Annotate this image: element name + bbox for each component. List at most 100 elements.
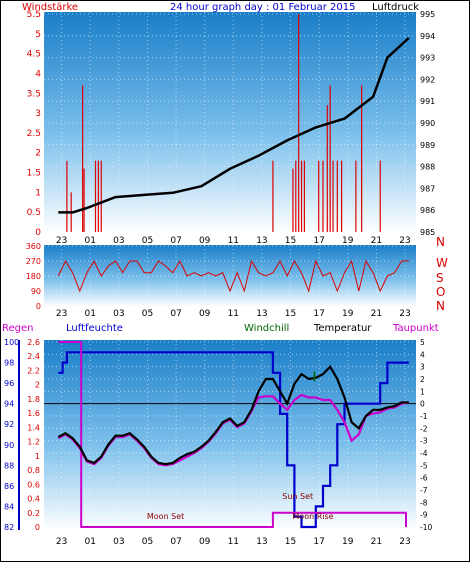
pressure-tick-label: 986 bbox=[420, 206, 435, 215]
rain-tick-label: 2 bbox=[35, 381, 40, 390]
x-tick-label: 07 bbox=[170, 309, 181, 319]
temperature-tick-label: 4 bbox=[420, 350, 425, 359]
x-tick-label: 11 bbox=[228, 236, 239, 246]
pressure-tick-label: 992 bbox=[420, 75, 435, 84]
x-tick-label: 23 bbox=[56, 309, 67, 319]
rain-tick-label: 0.8 bbox=[27, 466, 40, 475]
pressure-tick-label: 990 bbox=[420, 119, 435, 128]
humidity-tick-label: 100 bbox=[4, 338, 19, 347]
x-tick-label: 15 bbox=[285, 236, 296, 246]
x-tick-label: 23 bbox=[399, 537, 410, 547]
humidity-tick-label: 88 bbox=[4, 461, 14, 470]
compass-letter: N bbox=[436, 299, 445, 313]
pressure-wind-plot-area bbox=[44, 12, 416, 234]
x-tick-label: 23 bbox=[56, 236, 67, 246]
x-tick-label: 21 bbox=[371, 236, 382, 246]
x-tick-label: 13 bbox=[256, 236, 267, 246]
temperature-tick-label: -3 bbox=[420, 437, 428, 446]
compass-letter: W bbox=[436, 256, 448, 270]
temperature-humidity-panel: Regen Luftfeuchte Windchill Temperatur T… bbox=[2, 323, 439, 547]
rain-line bbox=[58, 341, 407, 528]
wind-speed-tick-label: 4 bbox=[35, 69, 41, 79]
temperature-tick-label: -5 bbox=[420, 461, 428, 470]
compass-letter: N bbox=[436, 235, 445, 249]
x-tick-label: 19 bbox=[342, 537, 354, 547]
rain-tick-label: 0.2 bbox=[27, 509, 40, 518]
temperature-tick-label: 2 bbox=[420, 375, 425, 384]
wind-speed-tick-label: 0.5 bbox=[27, 208, 41, 218]
x-tick-label: 01 bbox=[85, 537, 96, 547]
pressure-tick-label: 985 bbox=[420, 228, 435, 237]
temperature-tick-label: -4 bbox=[420, 449, 428, 458]
wind-direction-tick-label: 90 bbox=[31, 287, 41, 296]
x-tick-label: 05 bbox=[142, 309, 153, 319]
x-tick-label: 05 bbox=[142, 537, 153, 547]
x-tick-label: 15 bbox=[285, 309, 296, 319]
x-tick-label: 01 bbox=[85, 309, 96, 319]
astro-annotation: Sun Set bbox=[282, 492, 313, 501]
wind-speed-tick-label: 5.5 bbox=[27, 10, 41, 20]
rain-tick-label: 1.8 bbox=[27, 395, 40, 404]
pressure-tick-label: 991 bbox=[420, 97, 435, 106]
temperature-tick-label: 3 bbox=[420, 363, 425, 372]
wind-direction-line bbox=[57, 259, 409, 293]
astro-annotation: Moon Rise bbox=[292, 512, 333, 521]
x-tick-label: 13 bbox=[256, 309, 267, 319]
page-title: 24 hour graph day : 01 Februar 2015 bbox=[170, 2, 355, 13]
legend-windchill: Windchill bbox=[244, 323, 289, 334]
x-tick-label: 13 bbox=[256, 537, 267, 547]
x-tick-label: 23 bbox=[399, 236, 410, 246]
wind-speed-tick-label: 1 bbox=[35, 188, 41, 198]
wind-direction-tick-label: 360 bbox=[26, 242, 41, 251]
humidity-line bbox=[58, 351, 409, 529]
wind-speed-tick-label: 0 bbox=[35, 228, 41, 238]
x-tick-label: 17 bbox=[313, 309, 324, 319]
legend-dewpoint: Taupunkt bbox=[392, 323, 439, 334]
rain-tick-label: 1.2 bbox=[27, 438, 40, 447]
pressure-tick-label: 988 bbox=[420, 163, 435, 172]
x-tick-label: 03 bbox=[113, 309, 124, 319]
legend-rain: Regen bbox=[2, 323, 34, 334]
rain-tick-label: 1 bbox=[35, 452, 40, 461]
x-tick-label: 21 bbox=[371, 537, 382, 547]
wind-speed-axis-title: Windstärke bbox=[22, 2, 78, 13]
wind-speed-tick-label: 1.5 bbox=[27, 169, 41, 179]
x-tick-label: 09 bbox=[199, 537, 211, 547]
temperature-tick-label: -6 bbox=[420, 474, 428, 483]
temperature-tick-label: -9 bbox=[420, 511, 428, 520]
wind-speed-tick-label: 3.5 bbox=[27, 89, 41, 99]
x-tick-label: 15 bbox=[285, 537, 296, 547]
x-tick-label: 07 bbox=[170, 537, 181, 547]
x-tick-label: 23 bbox=[56, 537, 67, 547]
temperature-tick-label: 1 bbox=[420, 387, 425, 396]
wind-speed-tick-label: 5 bbox=[35, 30, 41, 40]
temperature-tick-label: -10 bbox=[420, 523, 432, 532]
x-tick-label: 17 bbox=[313, 537, 324, 547]
x-tick-label: 23 bbox=[399, 309, 410, 319]
pressure-tick-label: 989 bbox=[420, 141, 435, 150]
rain-tick-label: 1.6 bbox=[27, 409, 40, 418]
legend-humidity: Luftfeuchte bbox=[66, 323, 123, 334]
x-tick-label: 19 bbox=[342, 309, 354, 319]
humidity-tick-label: 82 bbox=[4, 523, 14, 532]
wind-direction-tick-label: 270 bbox=[26, 257, 41, 266]
x-tick-label: 17 bbox=[313, 236, 324, 246]
wind-speed-tick-label: 4.5 bbox=[27, 50, 41, 60]
wind-direction-tick-label: 0 bbox=[36, 302, 41, 311]
x-tick-label: 05 bbox=[142, 236, 153, 246]
rain-tick-label: 2.6 bbox=[27, 338, 40, 347]
wind-speed-tick-label: 2.5 bbox=[27, 129, 41, 139]
pressure-wind-panel: Windstärke Luftdruck 0 0.5 1 1.5 2 2.5 3 3.5 4 4.… bbox=[22, 2, 435, 246]
compass-letter: O bbox=[436, 285, 445, 299]
pressure-line bbox=[58, 37, 410, 214]
humidity-tick-label: 92 bbox=[4, 420, 14, 429]
wind-speed-tick-label: 2 bbox=[35, 149, 41, 159]
humidity-tick-label: 94 bbox=[4, 400, 14, 409]
x-tick-label: 07 bbox=[170, 236, 181, 246]
rain-tick-label: 0.6 bbox=[27, 480, 40, 489]
humidity-tick-label: 86 bbox=[4, 482, 14, 491]
x-tick-label: 09 bbox=[199, 236, 211, 246]
wind-speed-tick-label: 3 bbox=[35, 109, 41, 119]
